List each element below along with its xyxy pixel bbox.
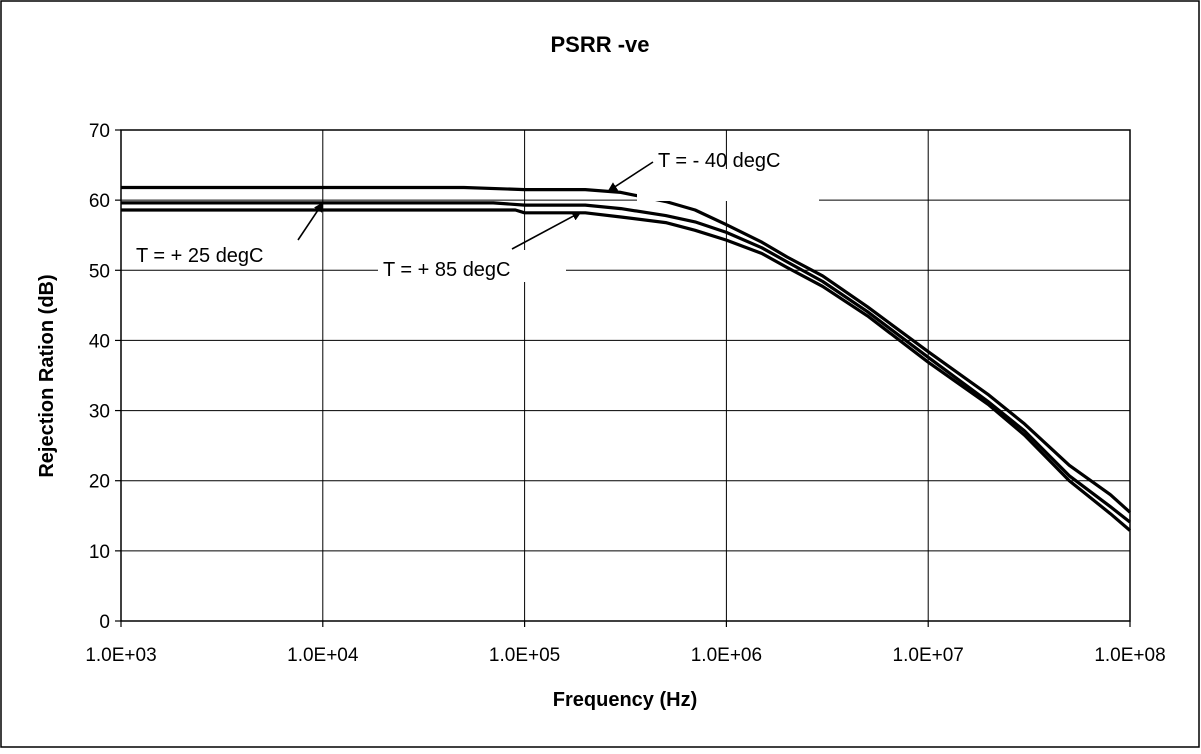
y-tick-label: 10 xyxy=(89,542,110,563)
x-tick-label: 1.0E+03 xyxy=(85,645,156,666)
y-tick-label: 20 xyxy=(89,472,110,493)
annotation-arrow xyxy=(607,161,654,192)
x-tick-label: 1.0E+06 xyxy=(691,645,762,666)
y-tick-label: 30 xyxy=(89,402,110,423)
chart-title: PSRR -ve xyxy=(550,32,649,57)
y-tick-label: 60 xyxy=(89,191,110,212)
x-tick-label: 1.0E+08 xyxy=(1094,645,1165,666)
x-tick-label: 1.0E+04 xyxy=(287,645,359,666)
annotation-label: T = + 25 degC xyxy=(136,245,264,267)
series-layer xyxy=(121,185,1132,532)
tick-layer: 0 10 20 30 40 50 60 70 1.0E+03 1.0E+04 1.0E+05 1.0E… xyxy=(85,121,1165,666)
annotation-arrow xyxy=(297,202,324,241)
x-tick-label: 1.0E+05 xyxy=(489,645,560,666)
annotation-background xyxy=(131,236,309,268)
grid-layer xyxy=(121,130,1130,621)
y-axis-title: Rejection Ration (dB) xyxy=(36,274,58,477)
annotation-layer: T = - 40 degC T = + 25 degC T = + 85 degC xyxy=(131,150,819,282)
annotation-label: T = - 40 degC xyxy=(658,150,780,172)
annotation-background xyxy=(378,250,566,282)
series-line-1 xyxy=(121,185,1132,514)
series-line-2 xyxy=(121,201,1131,524)
x-tick-label: 1.0E+07 xyxy=(893,645,964,666)
y-tick-label: 70 xyxy=(89,121,110,142)
series-line-3 xyxy=(121,208,1132,532)
y-tick-label: 50 xyxy=(89,261,110,282)
y-tick-label: 0 xyxy=(99,612,110,633)
x-axis-title: Frequency (Hz) xyxy=(553,689,697,711)
annotation-arrow xyxy=(511,211,582,250)
y-tick-label: 40 xyxy=(89,331,110,352)
plot-area xyxy=(120,129,1131,622)
annotation-label: T = + 85 degC xyxy=(383,259,511,281)
annotation-background xyxy=(637,169,819,201)
